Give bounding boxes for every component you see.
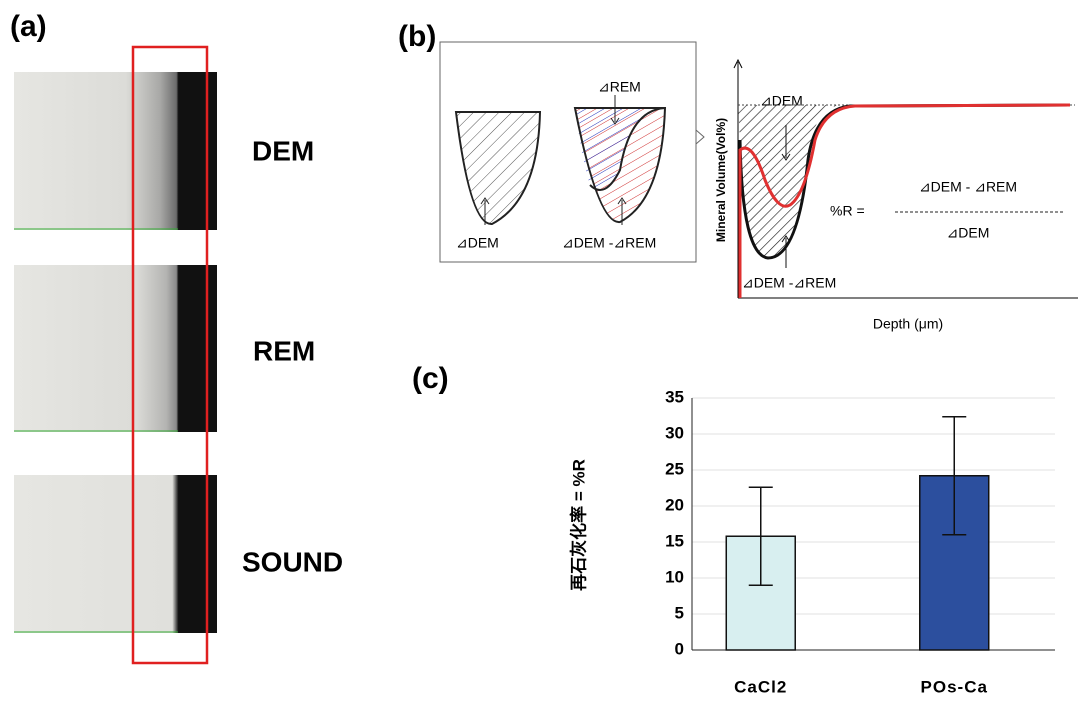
x-tick-label: POs-Ca	[921, 677, 988, 696]
axis-title: Depth (μm)	[873, 316, 943, 332]
y-tick-label: 30	[665, 423, 684, 442]
y-tick-label: 20	[665, 495, 684, 514]
formula: ⊿DEM - ⊿REM	[919, 179, 1017, 195]
y-tick-label: 25	[665, 459, 684, 478]
inset-text: ⊿DEM -⊿REM	[562, 235, 656, 251]
sample-image	[14, 265, 217, 432]
inset-text: ⊿DEM	[456, 235, 499, 251]
panel-label: (b)	[398, 20, 436, 53]
row-label: DEM	[252, 135, 314, 166]
graph-text: ⊿DEM	[760, 93, 803, 109]
graph-text: ⊿DEM -⊿REM	[742, 275, 836, 291]
inset-text: ⊿REM	[598, 79, 641, 95]
sample-image	[14, 72, 217, 230]
y-tick-label: 5	[675, 603, 684, 622]
y-tick-label: 10	[665, 567, 684, 586]
figure: (a) DEM REM SOUND (b) ⊿REM ⊿DEM ⊿DEM -⊿R…	[0, 0, 1079, 698]
y-tick-label: 35	[665, 387, 684, 406]
y-tick-label: 15	[665, 531, 684, 550]
formula: ⊿DEM	[947, 225, 990, 241]
sample-image	[14, 475, 217, 633]
y-tick-label: 0	[675, 639, 684, 658]
panel-label: (c)	[412, 362, 449, 395]
row-label: SOUND	[242, 546, 343, 577]
lesion-area	[738, 105, 840, 258]
y-axis-title: 再石灰化率 = %R	[568, 459, 588, 591]
axis-title: Mineral Volume(Vol%)	[714, 118, 728, 242]
inset-pointer	[696, 130, 704, 144]
x-tick-label: CaCl2	[734, 677, 787, 696]
bar-chart: 0 5 10 15 20 25 30 35 再石灰化率 = %R CaCl2 POs-Ca	[568, 387, 1055, 696]
formula: %R =	[830, 203, 865, 219]
row-label: REM	[253, 335, 315, 366]
panel-label: (a)	[10, 10, 47, 43]
